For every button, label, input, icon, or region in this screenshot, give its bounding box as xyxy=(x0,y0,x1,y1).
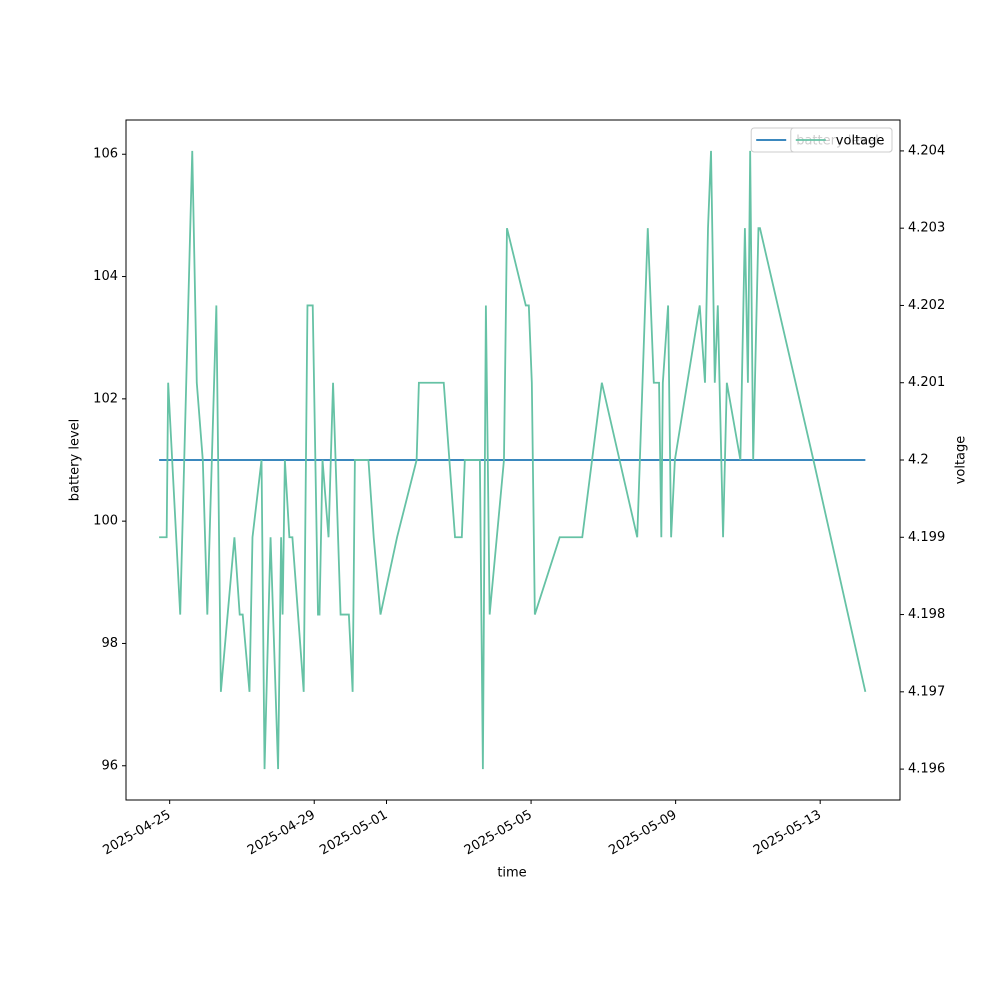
legend-label: voltage xyxy=(836,134,885,149)
y2-tick-label: 4.196 xyxy=(908,762,945,777)
y2-tick-label: 4.202 xyxy=(908,298,945,313)
y-tick-label: 106 xyxy=(93,147,118,162)
x-tick-label: 2025-05-01 xyxy=(317,808,390,859)
x-tick-label: 2025-04-29 xyxy=(245,808,318,859)
y-tick-label: 98 xyxy=(101,636,118,651)
series-line xyxy=(159,150,867,770)
y2-tick-label: 4.201 xyxy=(908,375,945,390)
y2-tick-label: 4.204 xyxy=(908,143,945,158)
y-axis-label: battery level xyxy=(68,419,83,502)
x-tick-label: 2025-05-09 xyxy=(606,808,679,859)
x-tick-label: 2025-05-13 xyxy=(751,808,824,859)
y-tick-label: 104 xyxy=(93,269,118,284)
x-tick-label: 2025-04-25 xyxy=(100,808,173,859)
x-tick-label: 2025-05-05 xyxy=(462,808,535,859)
y2-axis-label: voltage xyxy=(954,436,969,485)
y2-tick-label: 4.199 xyxy=(908,530,945,545)
y2-tick-label: 4.197 xyxy=(908,684,945,699)
y-tick-label: 100 xyxy=(93,514,118,529)
y-tick-label: 102 xyxy=(93,391,118,406)
legend-box xyxy=(790,127,893,153)
y2-tick-label: 4.2 xyxy=(908,453,929,468)
y2-tick-label: 4.198 xyxy=(908,607,945,622)
x-axis-label: time xyxy=(497,866,526,881)
y2-tick-label: 4.203 xyxy=(908,221,945,236)
y-tick-label: 96 xyxy=(101,758,118,773)
